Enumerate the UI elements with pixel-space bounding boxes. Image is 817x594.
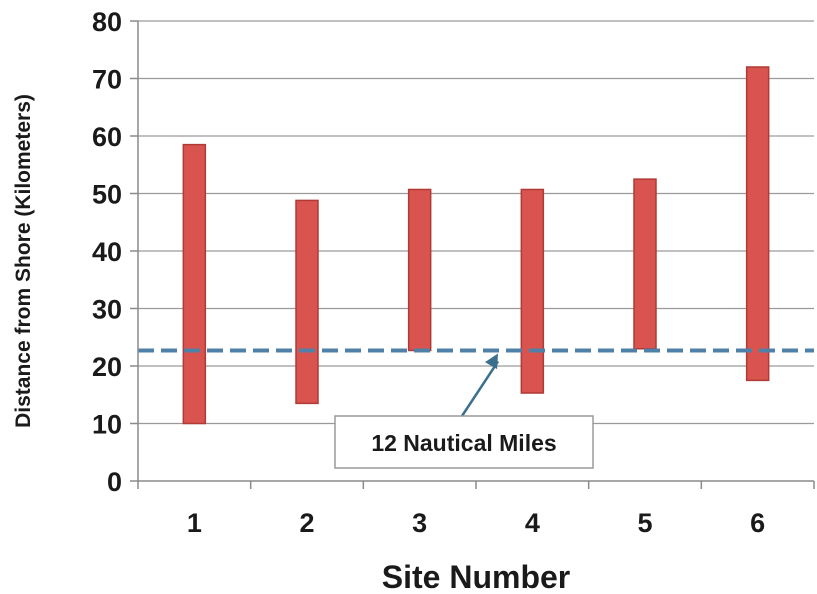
bars <box>182 66 770 425</box>
x-tick-label: 1 <box>187 508 202 538</box>
y-tick-label: 60 <box>92 122 122 152</box>
annotation-arrow <box>460 360 500 417</box>
y-tick-label: 70 <box>92 65 122 95</box>
gridlines <box>138 20 814 425</box>
annotation-label: 12 Nautical Miles <box>371 430 556 456</box>
y-tick-label: 30 <box>92 295 122 325</box>
bar-site-5 <box>633 178 657 350</box>
y-tick-label: 50 <box>92 180 122 210</box>
bar-site-4 <box>520 188 545 394</box>
bar-site-1 <box>182 143 207 425</box>
annotation-arrowhead <box>484 353 498 370</box>
x-tick-label: 2 <box>299 508 314 538</box>
y-tick-label: 10 <box>92 410 122 440</box>
y-tick-label: 20 <box>92 352 122 382</box>
annotation: 12 Nautical Miles <box>334 353 594 469</box>
x-tick-label: 4 <box>525 508 540 538</box>
bar-site-2 <box>295 199 319 405</box>
x-tick-label: 5 <box>637 508 652 538</box>
y-tick-label: 40 <box>92 237 122 267</box>
y-tick-label: 0 <box>107 467 122 497</box>
y-axis-ticks: 0 10 20 30 40 50 60 70 80 <box>92 7 138 497</box>
x-tick-label: 3 <box>412 508 427 538</box>
x-axis-ticks: 1 2 3 4 5 6 <box>137 481 815 538</box>
annotation-box <box>334 415 594 469</box>
x-tick-label: 6 <box>750 508 765 538</box>
y-tick-label: 80 <box>92 7 122 37</box>
bar-site-3 <box>407 188 432 352</box>
y-axis-label: Distance from Shore (Kilometers) <box>12 94 35 428</box>
bar-site-6 <box>745 66 770 382</box>
x-axis-label: Site Number <box>382 559 570 594</box>
